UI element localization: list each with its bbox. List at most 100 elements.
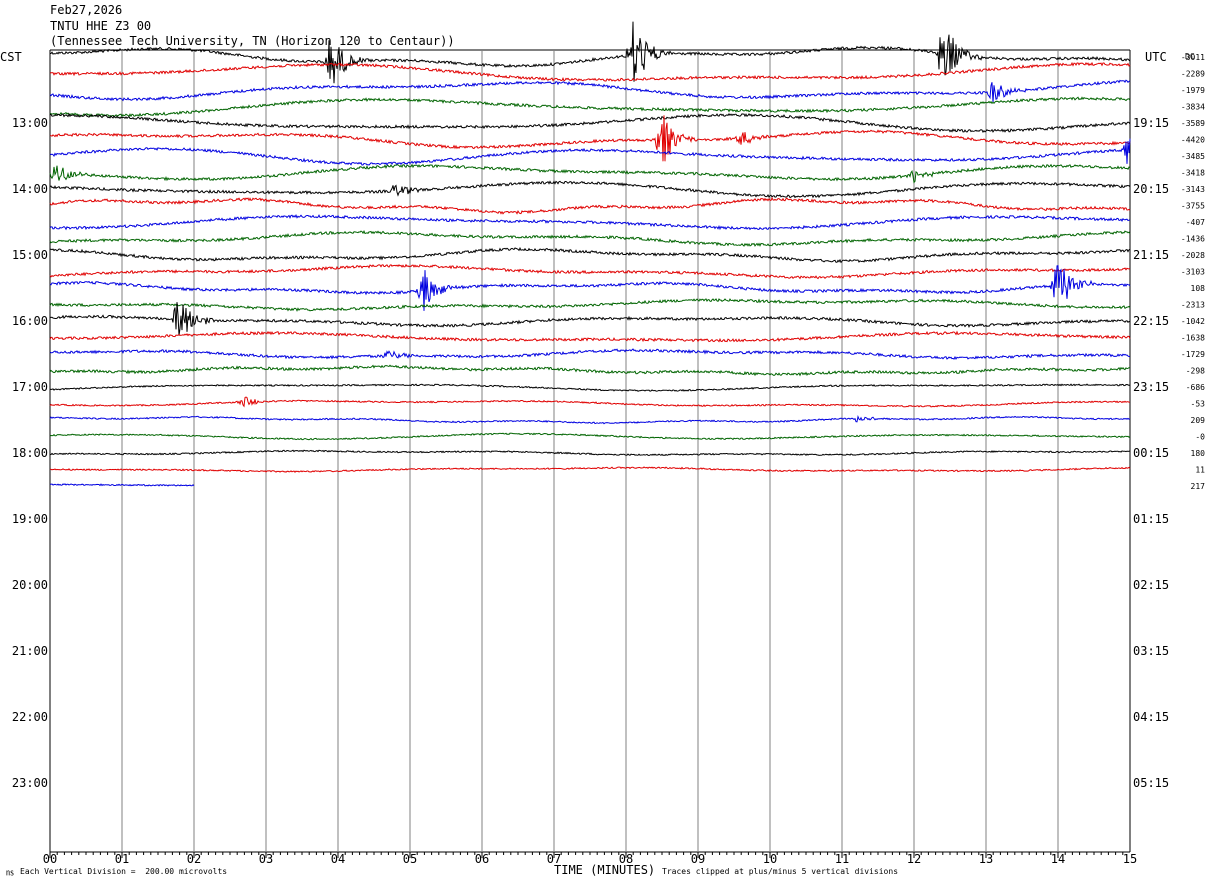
x-tick-label: 13 xyxy=(979,852,993,866)
seismic-trace-21 xyxy=(49,396,1131,408)
trace-dc-offset: -3143 xyxy=(1181,185,1205,194)
x-tick-label: 07 xyxy=(547,852,561,866)
trace-dc-offset: 209 xyxy=(1191,416,1206,425)
trace-dc-offset: -2313 xyxy=(1181,301,1205,310)
right-hour-label: 23:15 xyxy=(1133,380,1169,394)
trace-dc-offset: -2028 xyxy=(1181,251,1205,260)
seismic-trace-6 xyxy=(49,138,1131,166)
cst-label: CST xyxy=(0,50,22,64)
x-tick-label: 10 xyxy=(763,852,777,866)
seismic-trace-2 xyxy=(49,79,1131,103)
trace-dc-offset: -53 xyxy=(1191,400,1206,409)
right-hour-label: 03:15 xyxy=(1133,644,1169,658)
trace-dc-offset: -0 xyxy=(1195,433,1205,442)
seismic-trace-3 xyxy=(49,96,1131,118)
left-hour-label: 17:00 xyxy=(12,380,48,394)
dc-label: DC xyxy=(1185,52,1195,61)
left-hour-label: 13:00 xyxy=(12,116,48,130)
x-tick-label: 11 xyxy=(835,852,849,866)
seismic-trace-19 xyxy=(49,364,1131,377)
trace-dc-offset: -3418 xyxy=(1181,169,1205,178)
trace-dc-offset: -2289 xyxy=(1181,70,1205,79)
right-hour-label: 01:15 xyxy=(1133,512,1169,526)
x-tick-label: 05 xyxy=(403,852,417,866)
left-hour-label: 14:00 xyxy=(12,182,48,196)
right-hour-label: 20:15 xyxy=(1133,182,1169,196)
right-hour-label: 22:15 xyxy=(1133,314,1169,328)
x-tick-label: 15 xyxy=(1123,852,1137,866)
x-tick-label: 14 xyxy=(1051,852,1065,866)
trace-dc-offset: -1729 xyxy=(1181,350,1205,359)
trace-dc-offset: -3485 xyxy=(1181,152,1205,161)
seismic-trace-18 xyxy=(49,348,1130,361)
seismic-trace-13 xyxy=(49,263,1131,280)
seismic-trace-12 xyxy=(49,246,1131,264)
right-hour-label: 00:15 xyxy=(1133,446,1169,460)
right-hour-label: 19:15 xyxy=(1133,116,1169,130)
seismic-trace-11 xyxy=(49,230,1131,247)
seismic-trace-22 xyxy=(49,414,1131,425)
right-hour-label: 04:15 xyxy=(1133,710,1169,724)
trace-dc-offset: -407 xyxy=(1186,218,1205,227)
trace-dc-offset: 217 xyxy=(1191,482,1206,491)
x-tick-label: 08 xyxy=(619,852,633,866)
seismic-trace-8 xyxy=(49,180,1131,199)
seismic-trace-9 xyxy=(49,196,1131,215)
seismic-trace-16 xyxy=(49,302,1131,336)
seismic-trace-1 xyxy=(49,61,1131,82)
seismic-trace-15 xyxy=(49,298,1131,312)
seismic-trace-7 xyxy=(49,163,1131,184)
seismic-trace-5 xyxy=(49,115,1131,162)
left-hour-label: 20:00 xyxy=(12,578,48,592)
left-hour-label: 15:00 xyxy=(12,248,48,262)
trace-dc-offset: -3103 xyxy=(1181,268,1205,277)
trace-dc-offset: -1042 xyxy=(1181,317,1205,326)
seismic-trace-0 xyxy=(50,21,1131,84)
x-axis-title: TIME (MINUTES) xyxy=(554,863,656,877)
trace-dc-offset: -4420 xyxy=(1181,136,1205,145)
x-tick-label: 12 xyxy=(907,852,921,866)
seismic-trace-20 xyxy=(49,383,1131,392)
left-hour-label: 21:00 xyxy=(12,644,48,658)
seismic-trace-26 xyxy=(49,483,195,487)
x-tick-label: 09 xyxy=(691,852,705,866)
date-label: Feb27,2026 xyxy=(50,3,123,17)
x-tick-label: 04 xyxy=(331,852,345,866)
trace-dc-offset: -686 xyxy=(1186,383,1205,392)
left-hour-label: 23:00 xyxy=(12,776,48,790)
trace-dc-offset: -1436 xyxy=(1181,235,1205,244)
station-label: TNTU HHE Z3 00 xyxy=(50,19,152,33)
right-hour-label: 05:15 xyxy=(1133,776,1169,790)
x-tick-label: 06 xyxy=(475,852,489,866)
trace-dc-offset: -3011 xyxy=(1181,53,1205,62)
trace-dc-offset: -1638 xyxy=(1181,334,1205,343)
trace-dc-offset: 11 xyxy=(1195,466,1205,475)
trace-dc-offset: 108 xyxy=(1191,284,1206,293)
seismic-trace-23 xyxy=(49,432,1131,441)
seismic-trace-24 xyxy=(49,449,1131,457)
location-label: (Tennessee Tech University, TN (Horizon … xyxy=(50,34,455,48)
clip-note: Traces clipped at plus/minus 5 vertical … xyxy=(662,867,899,876)
left-hour-label: 19:00 xyxy=(12,512,48,526)
seismic-trace-25 xyxy=(49,466,1131,473)
left-hour-label: 16:00 xyxy=(12,314,48,328)
trace-dc-offset: -298 xyxy=(1186,367,1205,376)
seismic-trace-14 xyxy=(49,265,1131,311)
x-tick-label: 00 xyxy=(43,852,57,866)
trace-dc-offset: -3589 xyxy=(1181,119,1205,128)
seismic-trace-4 xyxy=(49,112,1131,134)
seismic-trace-10 xyxy=(49,214,1131,231)
right-hour-label: 02:15 xyxy=(1133,578,1169,592)
footer-mark: ㎱ xyxy=(6,868,14,877)
left-hour-label: 18:00 xyxy=(12,446,48,460)
trace-dc-offset: -3755 xyxy=(1181,202,1205,211)
utc-label: UTC xyxy=(1145,50,1167,64)
trace-dc-offset: 180 xyxy=(1191,449,1206,458)
x-tick-label: 01 xyxy=(115,852,129,866)
trace-dc-offset: -1979 xyxy=(1181,86,1205,95)
seismic-trace-17 xyxy=(49,330,1131,343)
left-hour-label: 22:00 xyxy=(12,710,48,724)
trace-dc-offset: -3834 xyxy=(1181,103,1205,112)
scale-label: Each Vertical Division = 200.00 microvol… xyxy=(20,867,228,876)
